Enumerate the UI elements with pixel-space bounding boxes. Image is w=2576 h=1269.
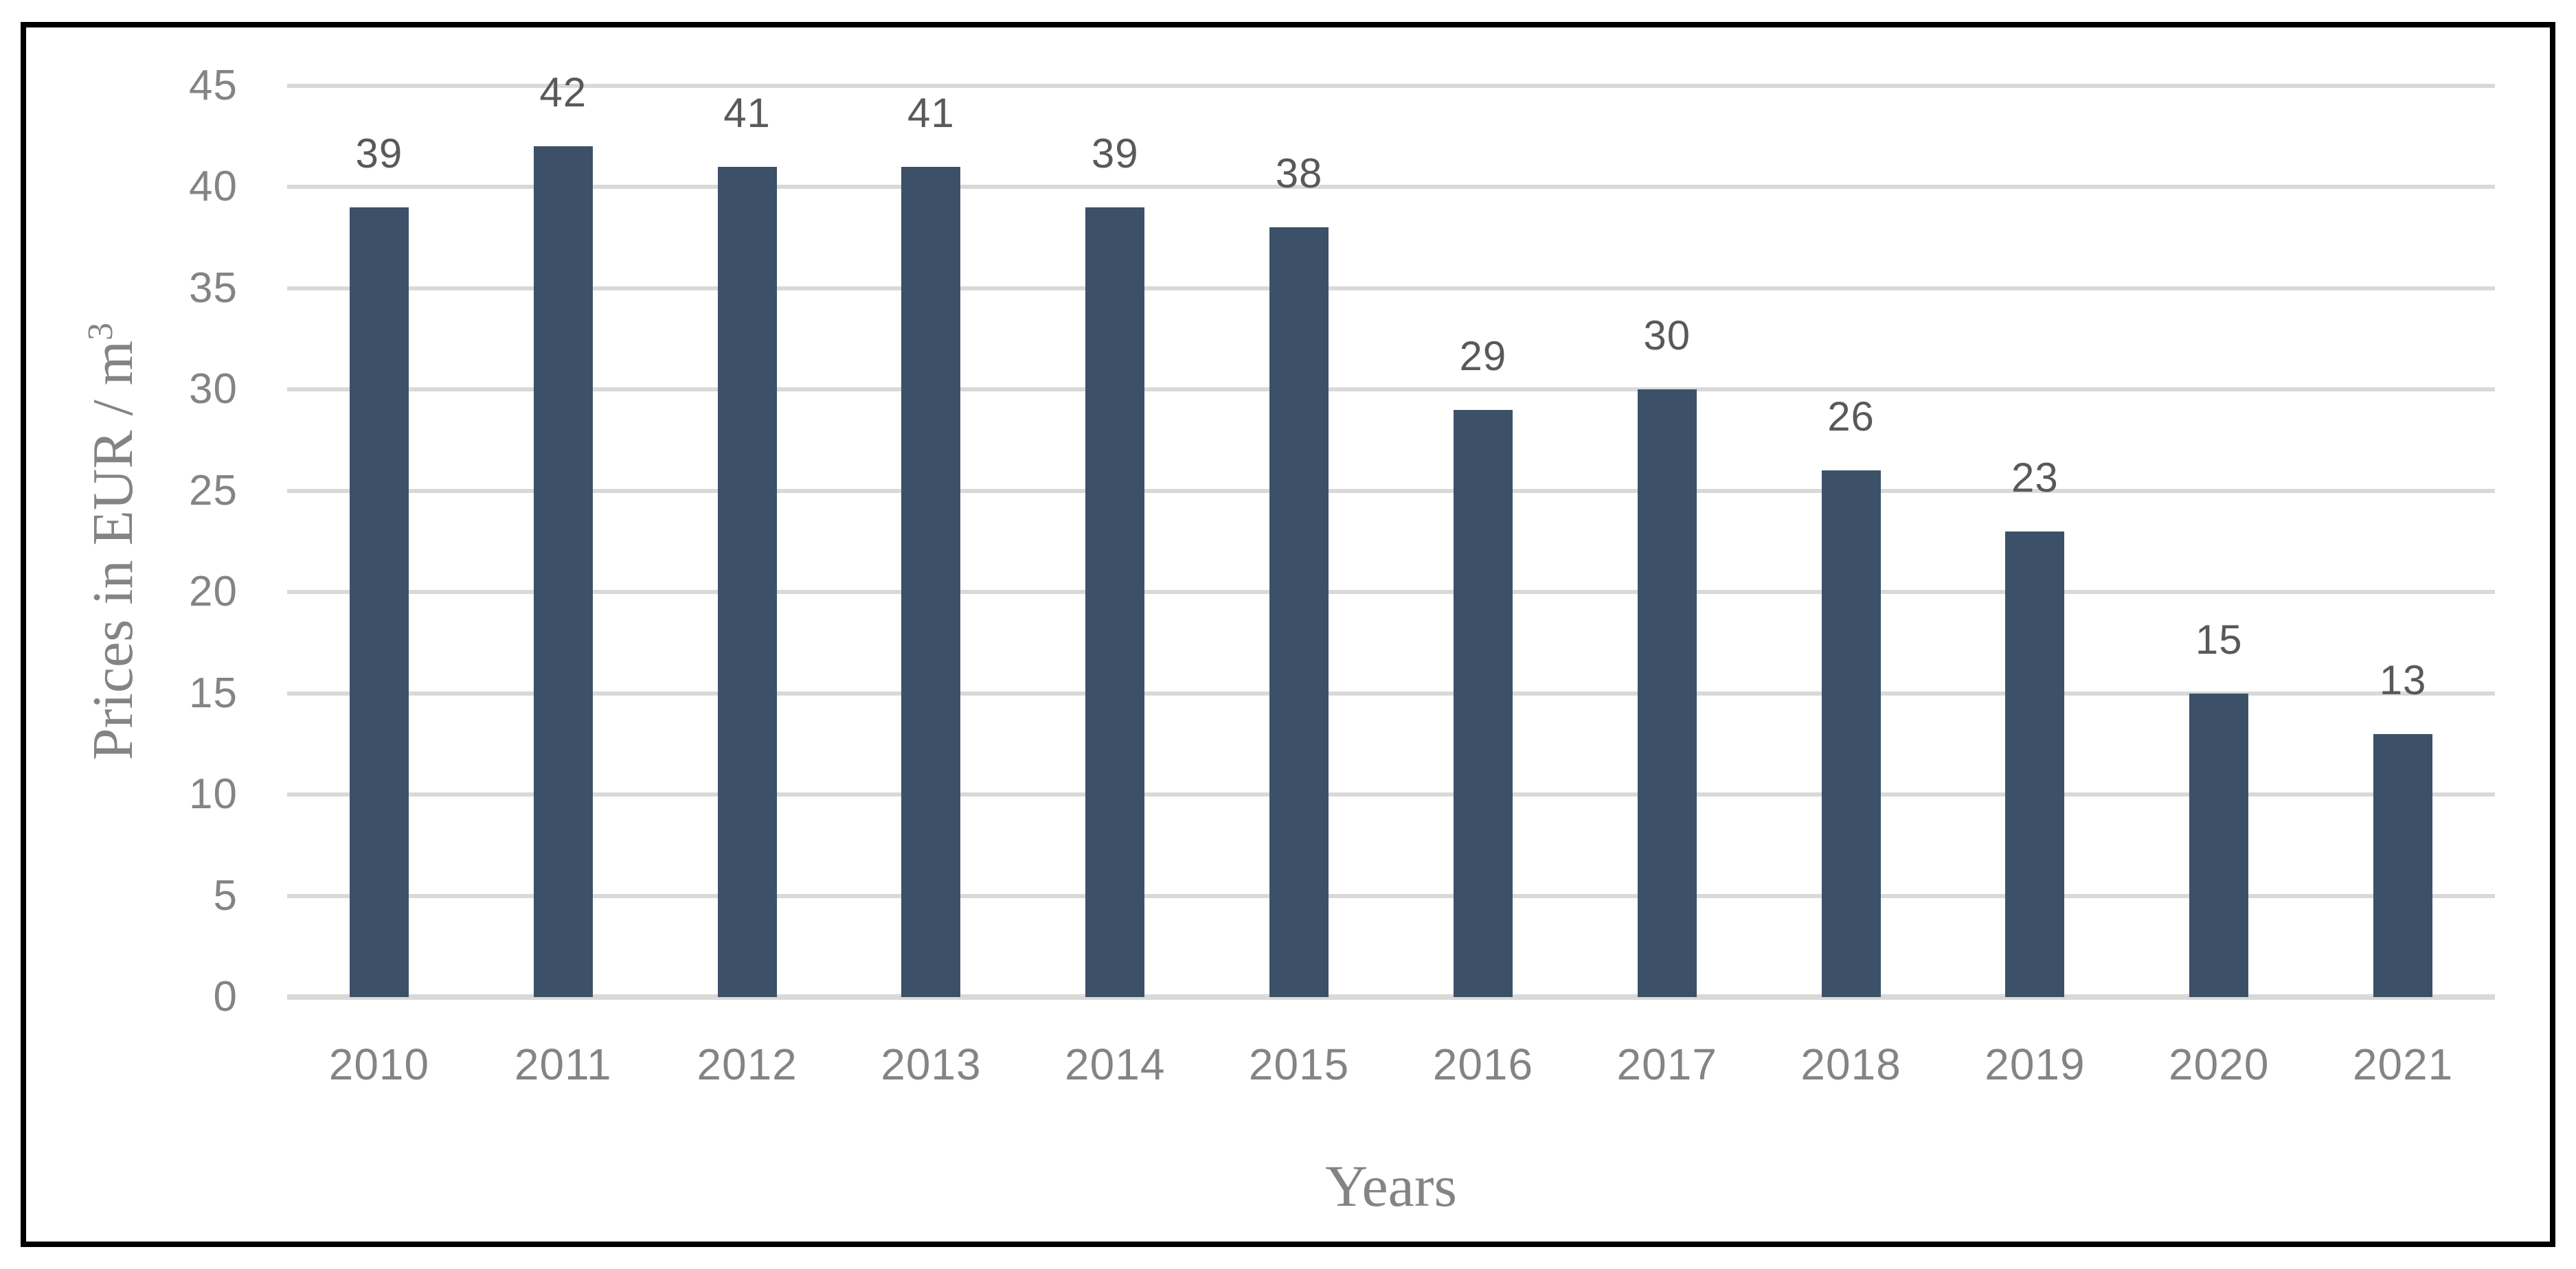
- x-tick-label-2012: 2012: [697, 1040, 798, 1089]
- bar-value-label-2019: 23: [2011, 454, 2059, 501]
- bar-2016: [1453, 409, 1513, 997]
- bar-2017: [1637, 389, 1697, 997]
- x-tick-label-2018: 2018: [1800, 1040, 1901, 1089]
- bar-2018: [1821, 470, 1881, 997]
- gridline-y-35: [287, 286, 2495, 290]
- bar-value-label-2017: 30: [1643, 312, 1691, 359]
- bar-2011: [533, 146, 593, 997]
- y-tick-label-15: 15: [189, 669, 238, 717]
- y-tick-label-10: 10: [189, 770, 238, 819]
- bar-value-label-2020: 15: [2195, 616, 2243, 663]
- x-tick-label-2019: 2019: [1985, 1040, 2086, 1089]
- gridline-y-25: [287, 488, 2495, 493]
- y-tick-label-30: 30: [189, 365, 238, 413]
- gridline-y-15: [287, 691, 2495, 696]
- y-tick-label-5: 5: [213, 871, 238, 919]
- gridline-y-5: [287, 893, 2495, 898]
- x-tick-label-2011: 2011: [514, 1040, 612, 1089]
- gridline-y-30: [287, 387, 2495, 392]
- x-tick-label-2013: 2013: [881, 1040, 982, 1089]
- bar-value-label-2015: 38: [1275, 150, 1323, 197]
- bar-2020: [2189, 693, 2249, 997]
- bar-2012: [717, 166, 777, 997]
- bar-value-label-2011: 42: [539, 69, 587, 116]
- x-tick-label-2016: 2016: [1432, 1040, 1534, 1089]
- x-tick-label-2021: 2021: [2352, 1040, 2454, 1089]
- bar-value-label-2021: 13: [2379, 656, 2427, 703]
- bar-value-label-2018: 26: [1827, 393, 1875, 440]
- bar-value-label-2010: 39: [355, 130, 403, 176]
- y-tick-label-45: 45: [189, 62, 238, 109]
- x-tick-label-2020: 2020: [2169, 1040, 2270, 1089]
- x-tick-label-2015: 2015: [1248, 1040, 1350, 1089]
- y-tick-label-40: 40: [189, 163, 238, 211]
- bar-2021: [2373, 733, 2433, 997]
- bar-2014: [1085, 207, 1145, 997]
- bar-value-label-2016: 29: [1459, 332, 1507, 379]
- gridline-y-20: [287, 590, 2495, 595]
- x-tick-label-2014: 2014: [1065, 1040, 1166, 1089]
- bar-2019: [2005, 531, 2065, 997]
- bar-2013: [901, 166, 961, 997]
- x-tick-label-2017: 2017: [1616, 1040, 1717, 1089]
- bar-value-label-2012: 41: [723, 89, 771, 136]
- gridline-y-10: [287, 792, 2495, 797]
- gridline-y-45: [287, 84, 2495, 88]
- gridline-y-40: [287, 185, 2495, 190]
- bar-value-label-2013: 41: [907, 89, 955, 136]
- y-tick-label-20: 20: [189, 568, 238, 616]
- figure-border-frame: [21, 22, 2555, 1247]
- y-tick-label-35: 35: [189, 264, 238, 312]
- bar-2010: [349, 207, 409, 997]
- bar-value-label-2014: 39: [1091, 130, 1139, 176]
- plot-area: 39 42 41 41 39 38 29 30 26 23 15 13: [287, 72, 2495, 1000]
- x-tick-label-2010: 2010: [328, 1040, 430, 1089]
- x-axis-title: Years: [1325, 1153, 1457, 1219]
- y-tick-label-0: 0: [213, 973, 238, 1020]
- y-tick-label-25: 25: [189, 466, 238, 514]
- bar-2015: [1269, 227, 1329, 997]
- x-axis-baseline: [287, 994, 2495, 1000]
